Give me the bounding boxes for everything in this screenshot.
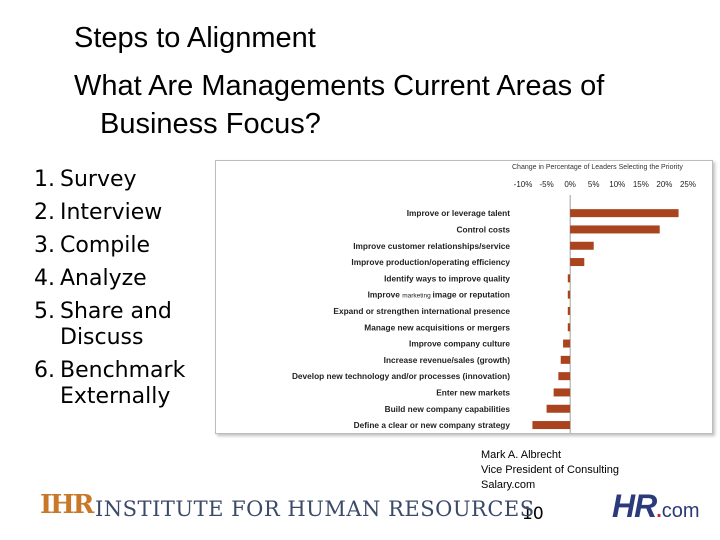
step-item: 5. Share and — [34, 295, 185, 328]
category-label: Expand or strengthen international prese… — [333, 306, 510, 316]
slide-title-line-2: What Are Managements Current Areas of — [74, 70, 605, 102]
hr-com-logo-main: HR — [612, 488, 657, 524]
category-label: Control costs — [457, 224, 511, 234]
bar — [560, 355, 571, 364]
x-tick-label: 10% — [609, 180, 625, 189]
bar — [546, 404, 571, 413]
category-label: Improve company culture — [409, 339, 510, 349]
step-number: 3. — [34, 233, 55, 258]
x-tick-label: 5% — [588, 180, 600, 189]
category-label: Improve production/operating efficiency — [351, 257, 510, 267]
step-item: 4. Analyze — [34, 262, 185, 295]
step-number: 2. — [34, 200, 55, 225]
bar — [567, 306, 571, 315]
bar — [570, 225, 660, 234]
bar — [567, 323, 571, 332]
ihr-logo-text: INSTITUTE FOR HUMAN RESOURCES — [95, 497, 535, 521]
category-label: Improve customer relationships/service — [353, 241, 510, 251]
step-continuation: Discuss — [60, 325, 144, 350]
step-number: 1. — [34, 167, 55, 192]
category-label: Manage new acquisitions or mergers — [364, 322, 510, 332]
category-label: Build new company capabilities — [385, 404, 511, 414]
x-tick-label: 25% — [680, 180, 696, 189]
category-label: Increase revenue/sales (growth) — [384, 355, 511, 365]
step-text: Interview — [60, 200, 163, 225]
hr-com-logo-dot: . — [656, 500, 662, 522]
category-label: Develop new technology and/or processes … — [292, 371, 510, 381]
category-label: Identify ways to improve quality — [384, 273, 510, 283]
bar — [570, 209, 679, 218]
steps-list: 1. Survey 2. Interview 3. Compile 4. Analyze… — [34, 163, 185, 413]
step-text: Benchmark — [60, 358, 186, 383]
bar — [567, 274, 571, 283]
bar — [532, 421, 571, 430]
priority-chart-svg: Change in Percentage of Leaders Selectin… — [292, 164, 696, 436]
x-tick-label: 20% — [656, 180, 672, 189]
step-text: Survey — [60, 167, 137, 192]
bar — [570, 258, 585, 267]
x-tick-label: -5% — [539, 180, 553, 189]
step-item: 3. Compile — [34, 229, 185, 262]
category-label: Improve or leverage talent — [407, 208, 511, 218]
step-item: 2. Interview — [34, 196, 185, 229]
hr-com-logo: HR.com — [612, 488, 700, 525]
bar — [558, 372, 571, 381]
ihr-logo-mark: IHR — [40, 490, 94, 520]
presenter-company: Salary.com — [481, 479, 536, 491]
bar — [567, 290, 571, 299]
presenter-title: Vice President of Consulting — [481, 464, 619, 476]
priority-chart: Change in Percentage of Leaders Selectin… — [215, 160, 713, 436]
presenter-credit: Mark A. Albrecht Vice President of Consu… — [481, 448, 619, 493]
step-item: 1. Survey — [34, 163, 185, 196]
step-text: Compile — [60, 233, 150, 258]
step-item: 6. Benchmark — [34, 354, 185, 387]
step-text: Share and — [60, 299, 172, 324]
x-tick-label: 0% — [564, 180, 576, 189]
slide-title-line-3: Business Focus? — [100, 108, 321, 140]
step-continuation: Externally — [60, 384, 171, 409]
category-label: Enter new markets — [436, 387, 510, 397]
bar — [553, 388, 571, 397]
category-label: Improve marketing image or reputation — [368, 290, 510, 300]
step-number: 5. — [34, 299, 55, 324]
category-label: Define a clear or new company strategy — [354, 420, 511, 430]
x-tick-label: -10% — [514, 180, 533, 189]
bar — [570, 241, 594, 250]
presenter-name: Mark A. Albrecht — [481, 449, 562, 461]
x-tick-label: 15% — [633, 180, 649, 189]
chart-title: Change in Percentage of Leaders Selectin… — [512, 164, 683, 171]
slide-title-line-1: Steps to Alignment — [74, 22, 316, 54]
page-number: 10 — [522, 504, 544, 524]
bar — [563, 339, 571, 348]
step-number: 6. — [34, 358, 55, 383]
step-number: 4. — [34, 266, 55, 291]
step-text: Analyze — [60, 266, 147, 291]
hr-com-logo-suffix: com — [661, 500, 700, 522]
